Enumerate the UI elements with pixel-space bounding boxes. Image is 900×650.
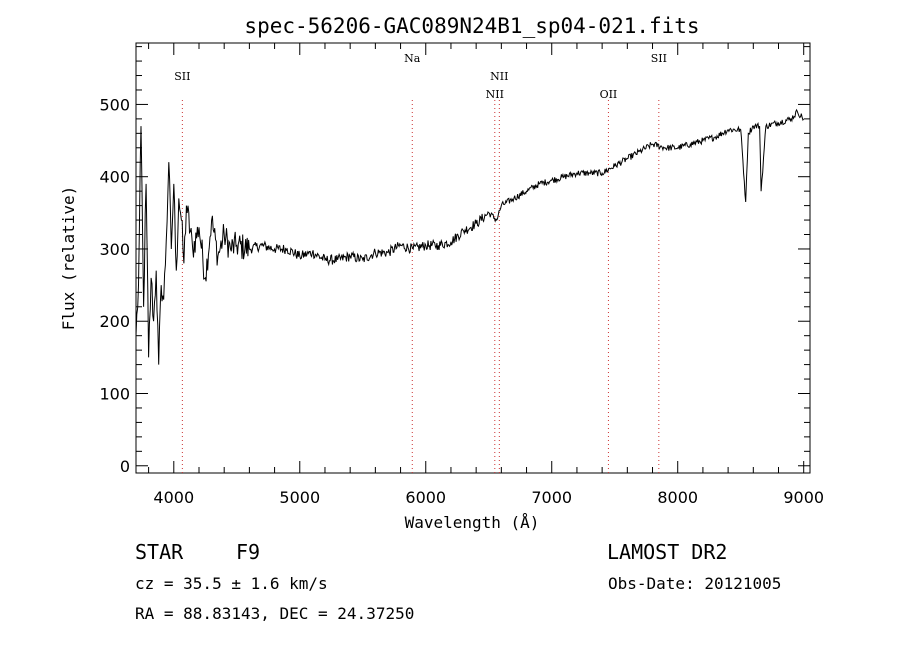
y-axis-ticks: 0 100 200 300 400 500 (99, 46, 810, 476)
x-tick-label: 7000 (531, 488, 572, 507)
coordinates: RA = 88.83143, DEC = 24.37250 (135, 604, 414, 623)
x-tick-label: 9000 (783, 488, 824, 507)
object-type: STAR (135, 540, 184, 564)
survey-name: LAMOST DR2 (607, 540, 727, 564)
x-tick-label: 8000 (657, 488, 698, 507)
spectrum-series (135, 108, 805, 365)
line-marker-label: Na (404, 52, 421, 65)
x-tick-label: 6000 (405, 488, 446, 507)
x-axis-ticks: 4000 5000 6000 7000 8000 9000 (148, 43, 824, 507)
x-axis-label: Wavelength (Å) (405, 513, 540, 532)
plot-frame (135, 42, 811, 474)
x-tick-label: 5000 (279, 488, 320, 507)
redshift-value: cz = 35.5 ± 1.6 km/s (135, 574, 328, 593)
line-marker-label: OII (600, 88, 618, 101)
line-marker-label: SII (651, 52, 667, 65)
line-marker-label: SII (174, 70, 190, 83)
chart-title: spec-56206-GAC089N24B1_sp04-021.fits (244, 14, 699, 38)
spectrum-line (135, 108, 805, 365)
y-tick-label: 300 (99, 240, 130, 259)
obs-date: Obs-Date: 20121005 (608, 574, 781, 593)
y-tick-label: 400 (99, 168, 130, 187)
y-tick-label: 500 (99, 95, 130, 114)
y-axis-label: Flux (relative) (59, 186, 78, 331)
spectral-class: F9 (236, 540, 260, 564)
x-tick-label: 4000 (153, 488, 194, 507)
line-marker-label: NII (490, 70, 508, 83)
y-tick-label: 100 (99, 385, 130, 404)
emission-line-markers: SII Na NII NII OII SII (174, 52, 667, 473)
y-tick-label: 200 (99, 312, 130, 331)
y-tick-label: 0 (120, 457, 130, 476)
line-marker-label: NII (486, 88, 504, 101)
